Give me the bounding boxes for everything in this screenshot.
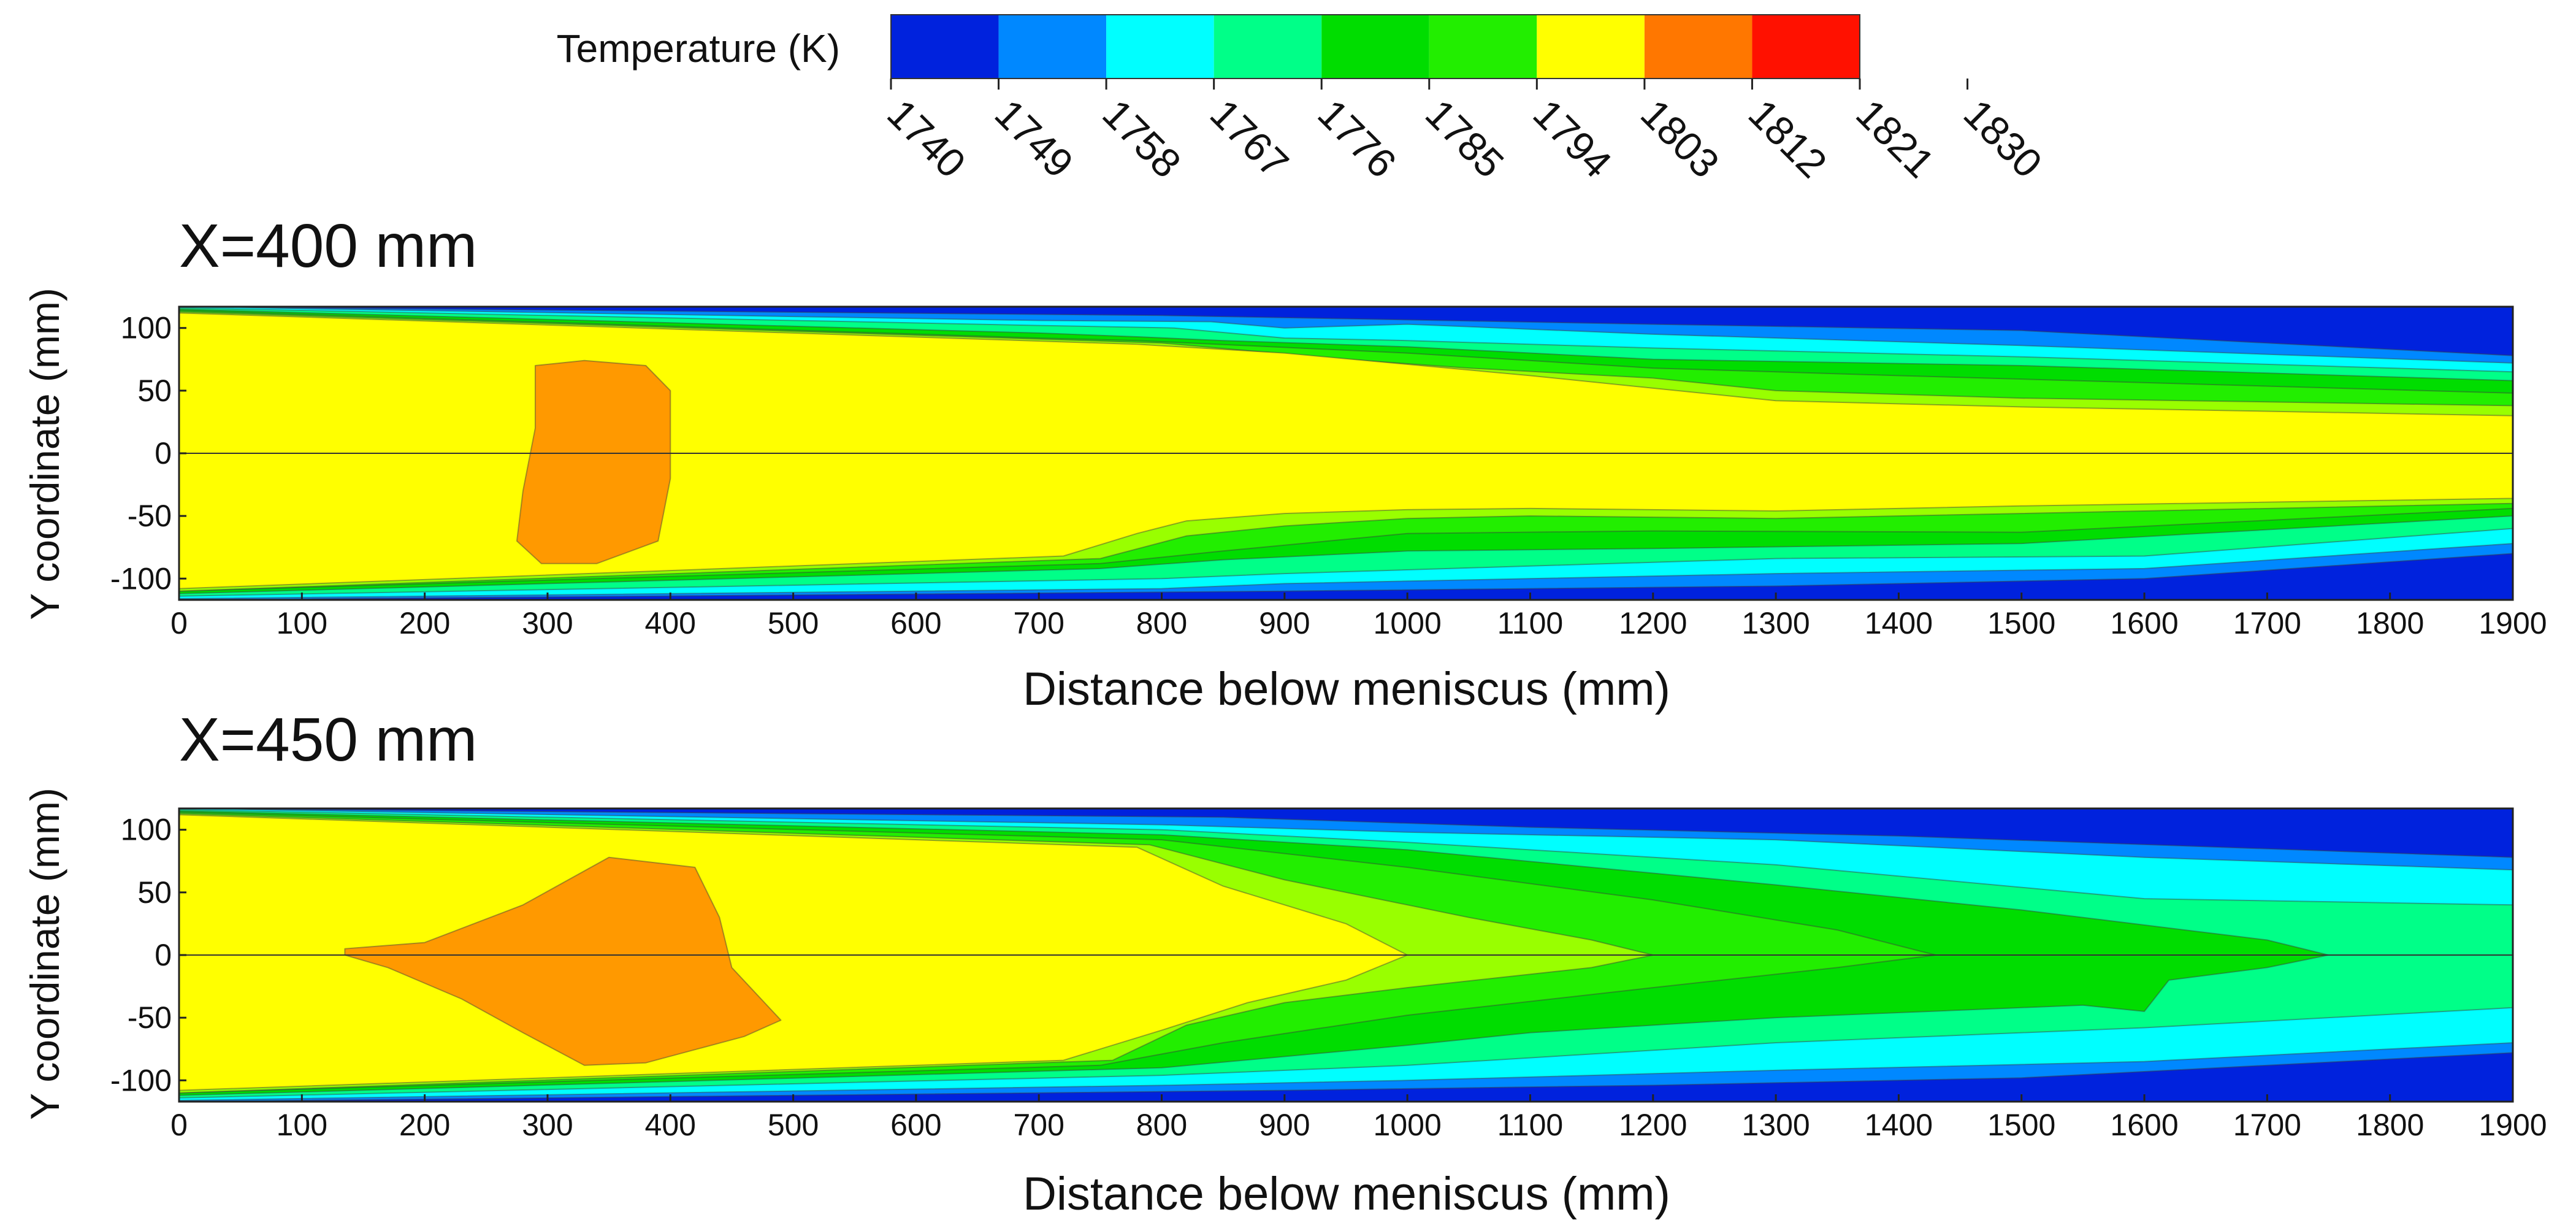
x-tick-label: 1500 <box>1987 606 2055 640</box>
x-tick-label: 100 <box>277 1108 327 1142</box>
colorbar-cell-6 <box>1537 15 1645 79</box>
x-tick-label: 1600 <box>2110 1108 2178 1142</box>
x-tick-label: 900 <box>1259 1108 1310 1142</box>
x-tick-label: 1400 <box>1865 606 1933 640</box>
x-tick-label: 1200 <box>1619 1108 1687 1142</box>
x-tick-label: 600 <box>890 1108 941 1142</box>
colorbar-cell-7 <box>1644 15 1752 79</box>
panel-x400: X=400 mm 0 100 200 300 400 500 600 700 800 900 100… <box>22 212 2547 715</box>
colorbar-cell-2 <box>1106 15 1214 79</box>
x-tick-label: 700 <box>1013 606 1064 640</box>
colorbar-tick-label: 1740 <box>879 91 974 186</box>
x-tick-label: 300 <box>522 1108 573 1142</box>
colorbar-tick-label: 1767 <box>1202 91 1298 186</box>
y-axis-label-x450: Y coordinate (mm) <box>22 788 67 1120</box>
colorbar-cell-5 <box>1429 15 1537 79</box>
colorbar-title: Temperature (K) <box>557 26 840 71</box>
contour-band-1803-1812 <box>179 814 1408 1091</box>
colorbar-ticks: 1740 1749 1758 1767 1776 1785 1794 1803 1812 1821… <box>879 79 2051 186</box>
y-tick-label: -50 <box>128 499 172 533</box>
colorbar-cell-0 <box>891 15 999 79</box>
x-tick-label: 600 <box>890 606 941 640</box>
x-tick-label: 1600 <box>2110 606 2178 640</box>
y-tick-label: -100 <box>110 1063 172 1097</box>
contour-plot-x400: 0 100 200 300 400 500 600 700 800 900 1000 1100 1200… <box>110 305 2547 640</box>
y-tick-label: 100 <box>121 813 172 847</box>
contour-band-1812-1821 <box>516 359 671 564</box>
contour-band-1812-1821 <box>344 856 782 1066</box>
x-tick-label: 1700 <box>2233 606 2301 640</box>
x-tick-label: 500 <box>768 606 819 640</box>
x-tick-label: 1800 <box>2356 1108 2424 1142</box>
colorbar-cell-1 <box>998 15 1107 79</box>
x-tick-label: 1900 <box>2479 606 2547 640</box>
y-tick-label: 0 <box>155 436 172 470</box>
panel-title-x400: X=400 mm <box>179 212 477 280</box>
colorbar-tick-label: 1803 <box>1632 91 1728 186</box>
contour-plot-x450: 0 100 200 300 400 500 600 700 800 900 1000 1100 1200… <box>110 807 2547 1142</box>
x-tick-label: 700 <box>1013 1108 1064 1142</box>
y-tick-label: 50 <box>137 875 172 910</box>
y-tick-label: 0 <box>155 938 172 972</box>
x-tick-label: 1800 <box>2356 606 2424 640</box>
x-tick-label: 200 <box>399 1108 450 1142</box>
x-tick-label: 500 <box>768 1108 819 1142</box>
colorbar-tick-label: 1776 <box>1309 91 1405 186</box>
x-tick-label: 1500 <box>1987 1108 2055 1142</box>
x-tick-label: 800 <box>1136 606 1187 640</box>
colorbar-cell-8 <box>1752 15 1860 79</box>
x-tick-label: 1400 <box>1865 1108 1933 1142</box>
x-tick-label: 300 <box>522 606 573 640</box>
x-tick-label: 1000 <box>1374 1108 1442 1142</box>
x-tick-label: 400 <box>645 1108 696 1142</box>
x-tick-label: 1000 <box>1374 606 1442 640</box>
y-axis-label-x400: Y coordinate (mm) <box>22 288 67 620</box>
colorbar-tick-label: 1785 <box>1417 91 1513 186</box>
x-tick-label: 0 <box>170 1108 188 1142</box>
x-tick-label: 0 <box>170 606 188 640</box>
colorbar-tick-label: 1794 <box>1524 91 1620 186</box>
colorbar-cell-3 <box>1213 15 1322 79</box>
panel-x450: X=450 mm 0 100 200 300 400 500 600 700 800 900 100… <box>22 705 2547 1220</box>
x-tick-label: 800 <box>1136 1108 1187 1142</box>
colorbar-tick-label: 1758 <box>1094 91 1190 186</box>
colorbar-frame <box>890 14 1860 79</box>
colorbar-tick-label: 1749 <box>987 91 1082 186</box>
colorbar-tick-label: 1830 <box>1955 91 2051 186</box>
colorbar-cell-4 <box>1321 15 1429 79</box>
y-tick-label: 50 <box>137 374 172 408</box>
x-tick-label: 1900 <box>2479 1108 2547 1142</box>
x-tick-label: 1300 <box>1741 1108 1810 1142</box>
colorbar-cells <box>890 14 1860 79</box>
x-tick-label: 1300 <box>1741 606 1810 640</box>
x-tick-label: 200 <box>399 606 450 640</box>
colorbar-tick-label: 1821 <box>1848 91 1943 186</box>
x-tick-label: 1200 <box>1619 606 1687 640</box>
y-tick-label: 100 <box>121 311 172 345</box>
x-tick-label: 1700 <box>2233 1108 2301 1142</box>
x-tick-label: 900 <box>1259 606 1310 640</box>
panel-title-x450: X=450 mm <box>179 705 477 774</box>
x-tick-label: 400 <box>645 606 696 640</box>
x-tick-label: 1100 <box>1497 606 1564 640</box>
x-tick-label: 100 <box>277 606 327 640</box>
y-tick-label: -100 <box>110 561 172 596</box>
x-axis-label-x400: Distance below meniscus (mm) <box>1023 663 1670 715</box>
x-tick-label: 1100 <box>1497 1108 1564 1142</box>
y-tick-label: -50 <box>128 1000 172 1035</box>
colorbar: Temperature (K) 1740 1749 1758 1767 1776 1785… <box>557 14 2051 186</box>
x-axis-label-x450: Distance below meniscus (mm) <box>1023 1168 1670 1220</box>
contour-band-1803-1812 <box>179 312 2513 589</box>
colorbar-tick-label: 1812 <box>1740 91 1836 186</box>
